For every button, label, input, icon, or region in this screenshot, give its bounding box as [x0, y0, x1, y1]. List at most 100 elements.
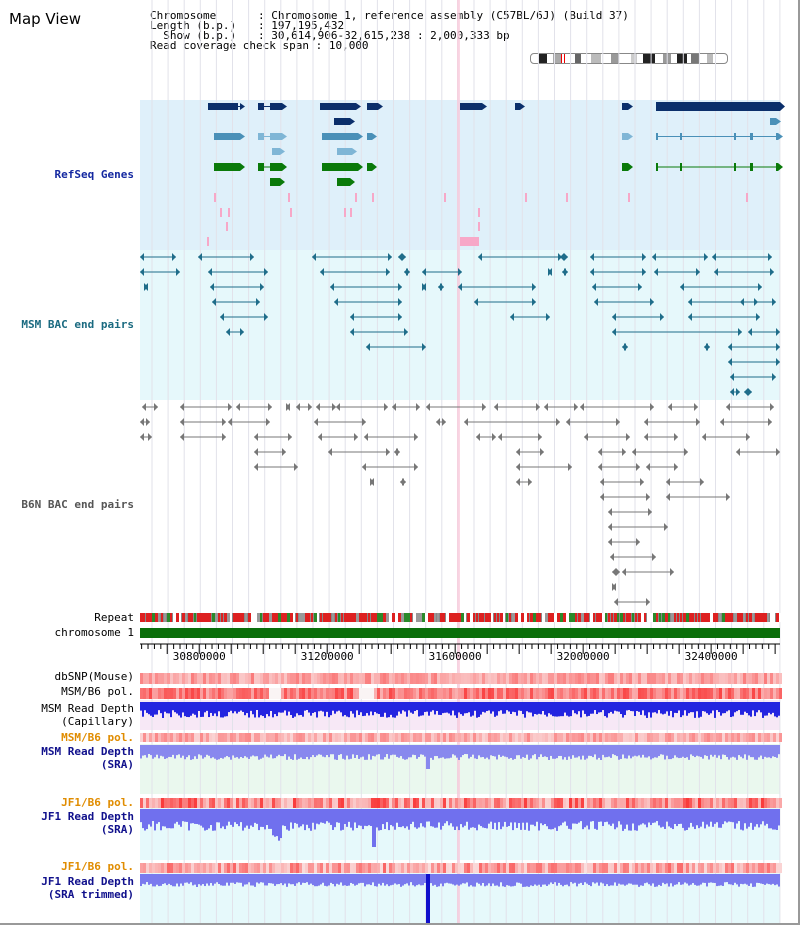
depth-bar	[762, 745, 764, 760]
depth-bar	[294, 874, 296, 886]
depth-bar	[410, 874, 412, 883]
chromosome-ideogram[interactable]	[530, 53, 728, 64]
heat-cell	[662, 798, 665, 808]
depth-bar	[508, 702, 510, 712]
heat-cell	[191, 673, 194, 684]
heat-cell	[173, 798, 176, 808]
bac-end-marker	[146, 418, 150, 426]
depth-bar	[424, 745, 426, 757]
heat-cell	[479, 798, 482, 808]
repeat-element	[614, 613, 617, 622]
heat-cell	[542, 863, 545, 873]
depth-bar	[604, 745, 606, 758]
depth-bar	[698, 702, 700, 718]
depth-bar	[408, 745, 410, 758]
b6n-bac-end-pair	[726, 403, 774, 411]
depth-bar	[608, 874, 610, 887]
heat-cell	[683, 733, 686, 742]
heat-cell	[719, 733, 722, 742]
track-label-jf1-b6-pol[interactable]: JF1/B6 pol.	[61, 796, 134, 809]
track-label-msm-b6-pol-2[interactable]: MSM/B6 pol.	[61, 731, 134, 744]
b6n-bac-end-pair	[464, 418, 560, 426]
heat-cell	[611, 688, 614, 699]
gene-exon	[622, 103, 628, 110]
depth-bar	[428, 702, 430, 716]
bac-end-marker	[282, 448, 286, 456]
bac-end-marker	[256, 298, 260, 306]
depth-bar	[272, 874, 274, 884]
track-label-msm-depth-capillary[interactable]: MSM Read Depth (Capillary)	[41, 702, 134, 728]
depth-bar	[422, 874, 424, 886]
depth-bar	[172, 702, 174, 711]
repeat-element	[512, 613, 515, 622]
track-label-dbsnp[interactable]: dbSNP(Mouse)	[54, 670, 134, 683]
depth-bar	[752, 809, 754, 830]
depth-bar	[274, 702, 276, 715]
depth-bar	[742, 745, 744, 759]
depth-bar	[610, 702, 612, 712]
heat-cell	[185, 688, 188, 699]
repeat-element	[227, 613, 230, 622]
track-label-jf1-depth-trimmed[interactable]: JF1 Read Depth (SRA trimmed)	[41, 875, 134, 901]
heat-cell	[209, 688, 212, 699]
bac-end-marker	[264, 268, 268, 276]
heat-cell	[740, 688, 743, 699]
heat-cell	[329, 863, 332, 873]
heat-cell	[506, 798, 509, 808]
b6n-bac-end-pair	[608, 538, 640, 546]
gene-exon	[776, 133, 778, 140]
heat-cell	[476, 798, 479, 808]
heat-cell	[467, 673, 470, 684]
track-label-msm-b6-pol[interactable]: MSM/B6 pol.	[61, 685, 134, 698]
track-label-jf1-b6-pol-2[interactable]: JF1/B6 pol.	[61, 860, 134, 873]
track-label-chromosome[interactable]: chromosome 1	[54, 626, 134, 639]
heat-cell	[359, 798, 362, 808]
track-label-repeat[interactable]: Repeat	[94, 611, 134, 624]
repeat-element	[647, 613, 651, 622]
heat-cell	[515, 798, 518, 808]
gene-strand-arrow	[776, 118, 781, 125]
heat-cell	[233, 798, 236, 808]
depth-bar	[514, 745, 516, 759]
b6n-bac-end-pair	[608, 508, 652, 516]
depth-bar	[154, 809, 156, 831]
depth-bar	[344, 702, 346, 716]
depth-bar	[624, 745, 626, 759]
heat-cell	[368, 863, 371, 873]
depth-bar	[516, 745, 518, 756]
heat-cell	[425, 733, 428, 742]
track-label-msm-bac[interactable]: MSM BAC end pairs	[21, 318, 134, 331]
depth-bar	[334, 702, 336, 714]
gene-exon	[270, 103, 282, 110]
heat-cell	[407, 733, 410, 742]
bac-end-marker	[148, 433, 152, 441]
repeat-element	[488, 613, 491, 622]
depth-bar	[380, 745, 382, 760]
heat-cell	[380, 798, 383, 808]
heat-cell	[353, 673, 356, 684]
depth-bar	[700, 874, 702, 885]
heat-cell	[191, 798, 194, 808]
track-label-refseq[interactable]: RefSeq Genes	[54, 168, 134, 181]
depth-bar	[580, 702, 582, 718]
track-label-jf1-depth-sra[interactable]: JF1 Read Depth (SRA)	[41, 810, 134, 836]
depth-bar	[300, 745, 302, 758]
heat-cell	[299, 733, 302, 742]
depth-bar	[564, 745, 566, 758]
bac-end-marker	[422, 283, 426, 291]
repeat-element	[299, 613, 303, 622]
b6n-bac-end-pair	[296, 403, 312, 411]
depth-bar	[192, 874, 194, 886]
heat-cell	[392, 673, 395, 684]
track-label-b6n-bac[interactable]: B6N BAC end pairs	[21, 498, 134, 511]
track-label-msm-depth-sra[interactable]: MSM Read Depth (SRA)	[41, 745, 134, 771]
heat-cell	[497, 688, 500, 699]
depth-bar	[672, 874, 674, 887]
heat-cell	[731, 798, 734, 808]
heat-cell	[500, 798, 503, 808]
heat-cell	[434, 673, 437, 684]
heat-cell	[620, 798, 623, 808]
depth-bar	[698, 745, 700, 757]
heat-cell	[410, 798, 413, 808]
